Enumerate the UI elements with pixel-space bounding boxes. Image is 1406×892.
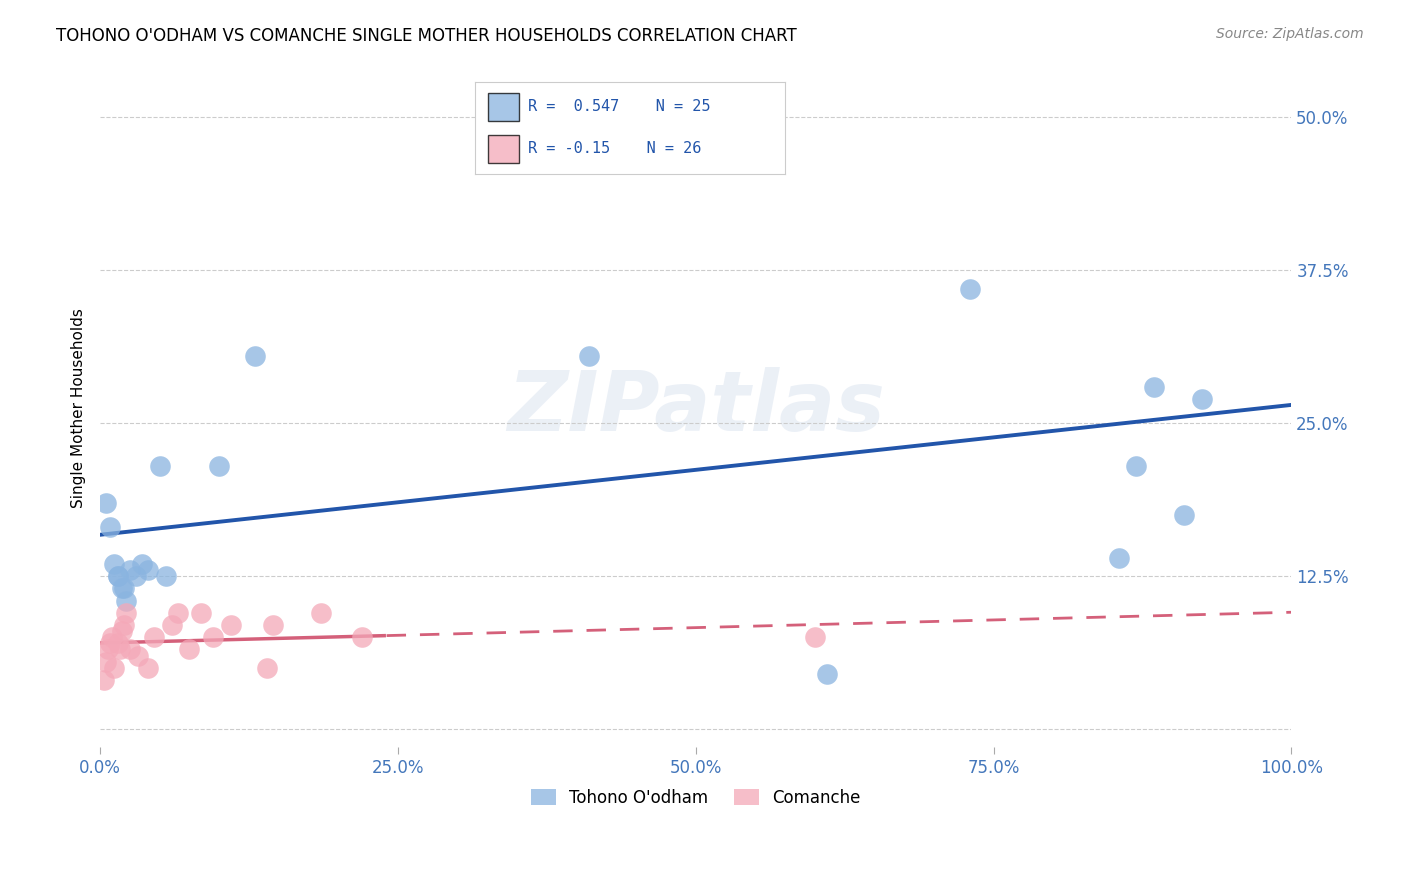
Point <box>219 618 242 632</box>
Point <box>1125 458 1147 473</box>
Point <box>97 642 120 657</box>
Point <box>94 655 117 669</box>
Legend: Tohono O'odham, Comanche: Tohono O'odham, Comanche <box>524 782 868 814</box>
Point <box>103 557 125 571</box>
Point <box>190 606 212 620</box>
Point <box>98 636 121 650</box>
Point <box>959 282 981 296</box>
Point <box>1143 379 1166 393</box>
Point <box>1173 508 1195 522</box>
Point <box>179 642 201 657</box>
Point <box>208 458 231 473</box>
Text: Source: ZipAtlas.com: Source: ZipAtlas.com <box>1216 27 1364 41</box>
Point <box>98 520 121 534</box>
Point <box>243 349 266 363</box>
Point <box>578 349 600 363</box>
Point <box>1108 550 1130 565</box>
Point <box>103 661 125 675</box>
Point <box>107 569 129 583</box>
Point <box>107 636 129 650</box>
Point <box>125 569 148 583</box>
Point <box>118 642 141 657</box>
Point <box>112 618 135 632</box>
Y-axis label: Single Mother Households: Single Mother Households <box>72 308 86 508</box>
Point <box>262 618 284 632</box>
Point <box>115 593 138 607</box>
Point <box>127 648 149 663</box>
Point <box>110 642 132 657</box>
Point <box>166 606 188 620</box>
Point <box>142 630 165 644</box>
Point <box>93 673 115 687</box>
Point <box>160 618 183 632</box>
Point <box>118 563 141 577</box>
Point <box>309 606 332 620</box>
Point <box>804 630 827 644</box>
Point <box>107 569 129 583</box>
Point <box>94 496 117 510</box>
Point <box>101 630 124 644</box>
Text: ZIPatlas: ZIPatlas <box>506 368 884 449</box>
Point <box>815 667 838 681</box>
Text: TOHONO O'ODHAM VS COMANCHE SINGLE MOTHER HOUSEHOLDS CORRELATION CHART: TOHONO O'ODHAM VS COMANCHE SINGLE MOTHER… <box>56 27 797 45</box>
Point <box>602 117 624 131</box>
Point <box>110 624 132 639</box>
Point <box>1191 392 1213 406</box>
Point <box>110 582 132 596</box>
Point <box>202 630 225 644</box>
Point <box>136 563 159 577</box>
Point <box>352 630 374 644</box>
Point <box>115 606 138 620</box>
Point <box>149 458 172 473</box>
Point <box>155 569 177 583</box>
Point <box>112 582 135 596</box>
Point <box>131 557 153 571</box>
Point <box>256 661 278 675</box>
Point <box>136 661 159 675</box>
